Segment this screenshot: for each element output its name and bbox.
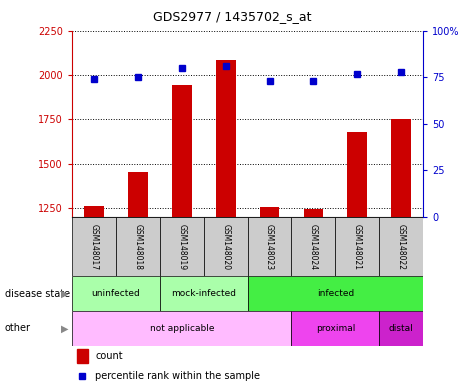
Text: ▶: ▶	[61, 289, 68, 299]
Bar	[116, 217, 160, 276]
Text: count: count	[95, 351, 123, 361]
Bar	[160, 217, 204, 276]
Bar	[128, 172, 148, 217]
Bar	[335, 217, 379, 276]
Text: GSM148024: GSM148024	[309, 223, 318, 270]
Bar	[392, 119, 411, 217]
Text: mock-infected: mock-infected	[171, 289, 236, 298]
Bar	[292, 217, 335, 276]
Text: percentile rank within the sample: percentile rank within the sample	[95, 371, 260, 381]
Text: GSM148020: GSM148020	[221, 223, 230, 270]
Bar	[248, 276, 423, 311]
Bar	[379, 311, 423, 346]
Bar	[72, 217, 116, 276]
Text: ▶: ▶	[61, 323, 68, 333]
Text: GDS2977 / 1435702_s_at: GDS2977 / 1435702_s_at	[153, 10, 312, 23]
Bar	[379, 217, 423, 276]
Text: proximal: proximal	[316, 324, 355, 333]
Text: GSM148019: GSM148019	[177, 223, 186, 270]
Bar	[247, 217, 292, 276]
Text: GSM148023: GSM148023	[265, 223, 274, 270]
Bar	[72, 311, 292, 346]
Text: infected: infected	[317, 289, 354, 298]
Bar	[347, 132, 367, 217]
Bar	[259, 207, 279, 217]
Text: GSM148022: GSM148022	[397, 224, 405, 270]
Bar	[84, 206, 104, 217]
Text: distal: distal	[389, 324, 413, 333]
Bar	[204, 217, 247, 276]
Text: GSM148017: GSM148017	[90, 223, 99, 270]
Bar	[216, 60, 236, 217]
Bar	[292, 311, 379, 346]
Text: not applicable: not applicable	[150, 324, 214, 333]
Bar	[304, 209, 323, 217]
Text: uninfected: uninfected	[92, 289, 140, 298]
Bar	[172, 85, 192, 217]
Bar	[160, 276, 248, 311]
Text: GSM148021: GSM148021	[353, 224, 362, 270]
Bar	[77, 349, 88, 363]
Text: disease state: disease state	[5, 289, 70, 299]
Bar	[72, 276, 160, 311]
Text: other: other	[5, 323, 31, 333]
Text: GSM148018: GSM148018	[133, 224, 142, 270]
